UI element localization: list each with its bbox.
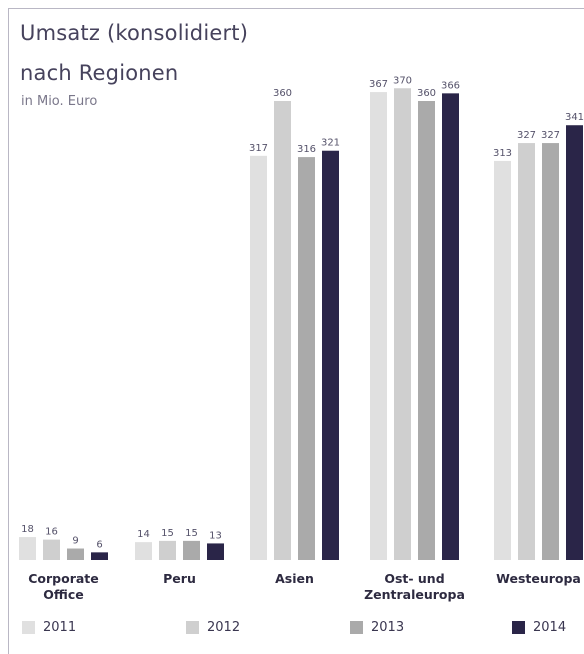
bar-2014-cat2 [322,150,339,560]
legend-item-2011: 2011 [22,620,76,635]
bar-2011-cat0 [19,537,36,560]
value-label-2014-cat2: 321 [321,138,340,149]
category-label-3: Ost- und Zentraleuropa [364,571,465,602]
category-label-4: Westeuropa [496,571,581,586]
legend-label-2013: 2013 [371,620,405,635]
legend-swatch-2012 [186,621,199,634]
value-label-2011-cat2: 317 [249,143,268,154]
legend-label-2012: 2012 [207,620,241,635]
chart-title-line2: nach Regionen [20,61,179,85]
value-label-2011-cat4: 313 [493,148,512,159]
value-label-2014-cat0: 6 [96,539,102,550]
bar-2012-cat3 [394,88,411,560]
bar-2012-cat2 [274,101,291,560]
bar-2013-cat1 [183,540,200,560]
legend: 2011 2012 2013 2014 [0,620,584,640]
bar-2011-cat3 [370,92,387,560]
value-label-2014-cat3: 366 [441,80,460,91]
bar-2014-cat4 [566,125,583,560]
legend-swatch-2013 [350,621,363,634]
chart-subtitle: in Mio. Euro [21,94,98,109]
legend-label-2011: 2011 [43,620,77,635]
value-label-2013-cat0: 9 [72,536,78,547]
bar-2013-cat4 [542,143,559,560]
value-label-2012-cat0: 16 [45,527,58,538]
value-label-2012-cat1: 15 [161,528,174,539]
bar-2011-cat1 [135,542,152,560]
value-label-2013-cat2: 316 [297,144,316,155]
value-label-2012-cat2: 360 [273,88,292,99]
legend-item-2012: 2012 [186,620,240,635]
bar-2014-cat1 [207,543,224,560]
value-label-2014-cat4: 341 [565,112,584,123]
value-label-2013-cat1: 15 [185,528,198,539]
value-label-2012-cat4: 327 [517,130,536,141]
bar-2012-cat0 [43,539,60,560]
bar-2011-cat2 [250,155,267,560]
bar-2012-cat1 [159,540,176,560]
category-label-2: Asien [275,571,314,586]
legend-swatch-2011 [22,621,35,634]
bar-2013-cat2 [298,157,315,560]
value-label-2011-cat1: 14 [137,529,150,540]
value-label-2011-cat3: 367 [369,79,388,90]
legend-swatch-2014 [512,621,525,634]
bar-2013-cat3 [418,101,435,560]
legend-item-2013: 2013 [350,620,404,635]
value-label-2011-cat0: 18 [21,524,34,535]
value-label-2014-cat1: 13 [209,530,222,541]
bar-2012-cat4 [518,143,535,560]
bar-2013-cat0 [67,548,84,560]
legend-item-2014: 2014 [512,620,566,635]
value-label-2013-cat3: 360 [417,88,436,99]
value-label-2013-cat4: 327 [541,130,560,141]
bar-2011-cat4 [494,160,511,561]
legend-label-2014: 2014 [533,620,567,635]
category-label-0: Corporate Office [28,571,99,602]
category-label-1: Peru [163,571,196,586]
value-label-2012-cat3: 370 [393,75,412,86]
bar-2014-cat0 [91,552,108,560]
bar-2014-cat3 [442,93,459,560]
chart-title: Umsatz (konsolidiert) [20,21,249,45]
chart-frame [8,8,584,654]
